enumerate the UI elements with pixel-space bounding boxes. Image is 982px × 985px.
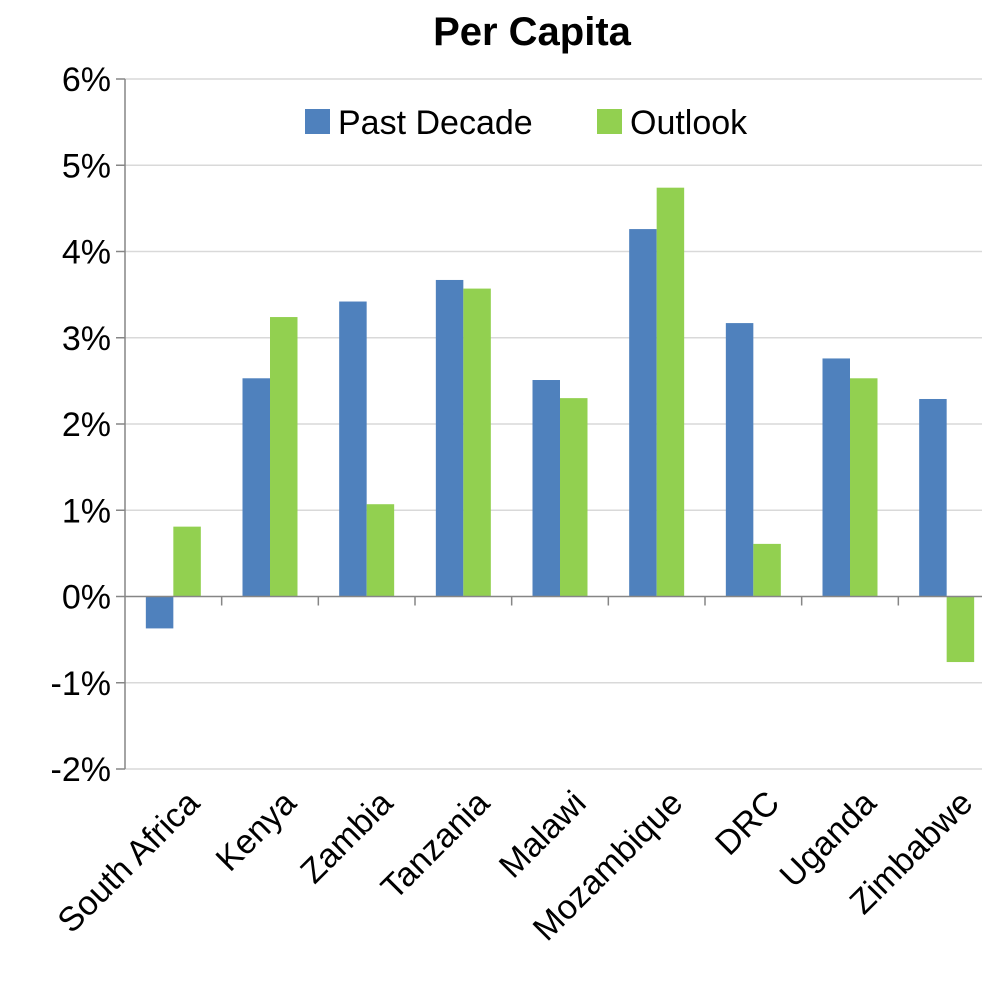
bar-past-decade	[629, 229, 657, 597]
bar-outlook	[270, 317, 298, 597]
bar-past-decade	[242, 378, 270, 597]
y-tick-label: 4%	[62, 234, 111, 272]
y-tick-label: -2%	[51, 751, 111, 789]
bar-past-decade	[145, 596, 174, 629]
bar-outlook	[560, 398, 588, 597]
legend-label-outlook: Outlook	[630, 104, 748, 142]
y-tick-label: 6%	[62, 61, 111, 99]
y-tick-label: 2%	[62, 406, 111, 444]
bar-outlook	[850, 378, 878, 597]
x-category-label: Kenya	[209, 784, 304, 879]
bar-outlook	[946, 596, 975, 663]
x-category-label: South Africa	[50, 784, 207, 941]
x-category-labels: South Africa KenyaZambiaTanzaniaMalawiMoz…	[50, 784, 980, 949]
bar-outlook	[463, 288, 491, 597]
legend-label-past-decade: Past Decade	[338, 104, 533, 142]
x-category-label: DRC	[708, 784, 787, 863]
y-tick-label: -1%	[51, 665, 111, 703]
bar-past-decade	[725, 323, 754, 597]
legend-swatch-past-decade	[305, 109, 330, 134]
bar-outlook	[656, 187, 685, 597]
bars	[145, 187, 975, 663]
bar-past-decade	[435, 279, 464, 597]
bar-outlook	[366, 504, 395, 597]
bar-outlook	[173, 526, 201, 597]
y-tick-label: 1%	[62, 492, 111, 530]
axes	[124, 79, 982, 769]
bar-past-decade	[532, 380, 560, 597]
chart-title: Per Capita	[433, 10, 632, 54]
x-category-label: Tanzania	[374, 784, 497, 907]
y-tick-label: 3%	[62, 320, 111, 358]
bar-outlook	[753, 543, 781, 597]
y-tick-labels: -2% -1% 0% 1% 2% 3% 4% 5% 6%	[51, 61, 111, 789]
legend: Past Decade Outlook	[305, 104, 748, 142]
bar-past-decade	[919, 398, 947, 597]
y-tick-label: 5%	[62, 147, 111, 185]
bar-past-decade	[339, 301, 367, 597]
legend-swatch-outlook	[597, 109, 622, 134]
y-tick-label: 0%	[62, 579, 111, 617]
bar-past-decade	[822, 358, 850, 597]
